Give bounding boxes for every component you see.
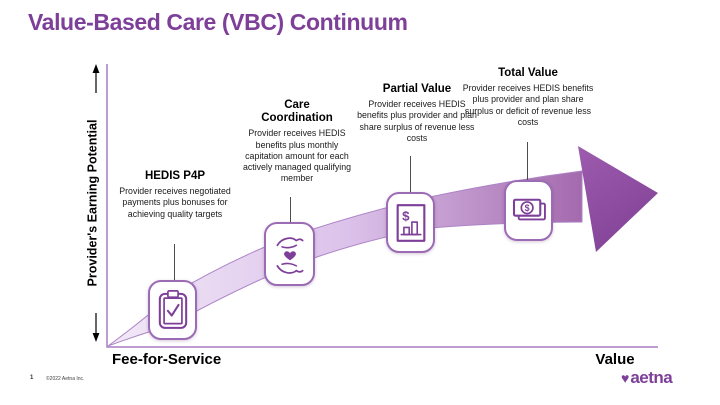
page-title: Value-Based Care (VBC) Continuum [28,9,408,35]
partial-value-icon-box: $ [386,192,435,253]
stage-title: Care Coordination [261,99,333,125]
svg-text:$: $ [402,208,410,223]
copyright: ©2022 Aetna Inc. [46,376,85,382]
growth-arrow-band [107,170,583,347]
svg-text:$: $ [524,203,529,213]
hands-heart-icon [275,237,304,274]
y-axis-label: Provider's Earning Potential [85,119,100,287]
aetna-logo: ♥ aetna [621,368,673,387]
brand-name: aetna [630,368,673,387]
stage-description: Provider receives HEDIS benefits plus pr… [462,83,594,127]
stage-hedis-p4p: HEDIS P4P Provider receives negotiated p… [117,170,233,220]
stage-care-coordination: Care Coordination Provider receives HEDI… [237,99,357,185]
stage-description: Provider receives HEDIS benefits plus mo… [242,128,352,184]
stage-total-value: Total Value Provider receives HEDIS bene… [459,67,597,128]
axes-lines [106,64,658,348]
care-coordination-icon-box [264,222,315,286]
banknote-icon: $ [512,198,546,220]
page-number: 1 [30,375,34,381]
connector-line [290,197,291,222]
x-axis-end-label: Value [595,351,635,368]
clipboard-check-icon [158,290,187,329]
x-axis-start-label: Fee-for-Service [112,351,222,368]
connector-line [527,142,528,180]
growth-arrow-head [578,146,658,252]
earning-potential-arrows [92,64,100,342]
stage-description: Provider receives negotiated payments pl… [119,186,231,219]
stage-partial-value: Partial Value Provider receives HEDIS be… [355,83,479,144]
heart-icon: ♥ [621,369,630,386]
connector-line [410,156,411,192]
dollar-bar-chart-icon: $ [396,203,425,242]
stage-title: Total Value [498,67,558,79]
stage-title: Partial Value [382,83,452,95]
total-value-icon-box: $ [504,180,553,241]
stage-title: HEDIS P4P [144,170,206,182]
stage-description: Provider receives HEDIS benefits plus pr… [357,99,477,143]
connector-line [174,244,175,280]
hedis-p4p-icon-box [148,280,197,340]
